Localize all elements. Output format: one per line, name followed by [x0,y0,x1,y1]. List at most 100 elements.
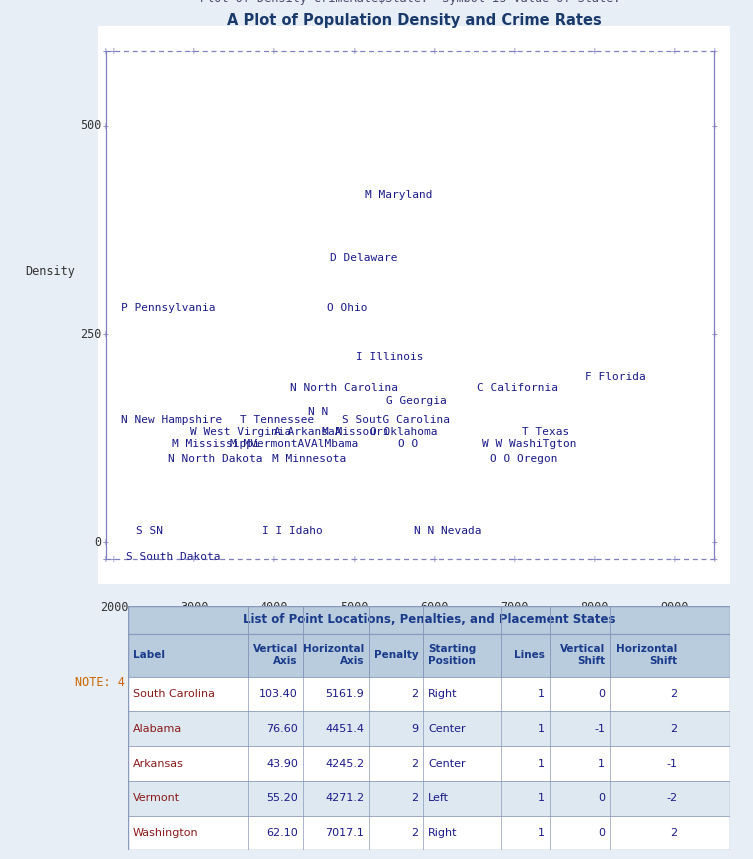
Text: 2: 2 [670,828,678,838]
Text: 43.90: 43.90 [266,758,298,769]
Text: +: + [591,46,597,56]
Text: +: + [103,46,109,56]
Text: M Missouri: M Missouri [322,428,389,437]
Text: O Ohio: O Ohio [328,303,367,314]
Text: +: + [511,554,517,564]
Text: +: + [712,46,718,56]
Text: +: + [712,554,718,564]
Text: 0: 0 [598,828,605,838]
Bar [128,816,730,850]
Text: +: + [351,46,357,56]
Text: N N Nevada: N N Nevada [414,526,482,536]
Text: +: + [103,121,109,131]
Text: Lines: Lines [514,650,545,661]
Text: O Oklahoma: O Oklahoma [370,428,437,437]
Text: Horizontal
Axis: Horizontal Axis [303,644,364,666]
Text: M Minnesota: M Minnesota [273,454,346,464]
Text: +: + [103,554,109,564]
Text: +: + [712,121,718,131]
Text: M MVermontAVAlMbama: M MVermontAVAlMbama [230,439,358,449]
Text: 2: 2 [670,689,678,699]
Text: CrimeRate: CrimeRate [378,638,442,651]
Text: +: + [672,46,677,56]
Text: 76.60: 76.60 [266,724,298,734]
Text: +: + [103,329,109,339]
Text: N New Hampshire: N New Hampshire [121,415,222,425]
Text: I Illinois: I Illinois [356,352,423,362]
Text: 2: 2 [670,724,678,734]
Text: 500: 500 [80,119,101,132]
Text: 4451.4: 4451.4 [325,724,364,734]
Text: W West Virginia: W West Virginia [190,428,291,437]
Text: +: + [712,329,718,339]
Text: Starting
Position: Starting Position [428,644,476,666]
Text: Washington: Washington [133,828,199,838]
Text: 1: 1 [538,724,545,734]
Text: +: + [103,538,109,547]
Text: D Delaware: D Delaware [330,253,398,263]
Text: Arkansas: Arkansas [133,758,184,769]
Text: -1: -1 [594,724,605,734]
Text: +: + [351,554,357,564]
Bar [128,677,730,711]
Text: South Carolina: South Carolina [133,689,215,699]
Text: +: + [431,46,437,56]
Text: 6000: 6000 [420,600,449,614]
Text: 0: 0 [598,793,605,803]
Text: F Florida: F Florida [585,372,646,381]
Text: O O Oregon: O O Oregon [490,454,558,464]
Text: I I Idaho: I I Idaho [262,526,323,536]
Text: +: + [191,554,197,564]
Text: N N: N N [308,406,328,417]
Text: T Tennessee: T Tennessee [240,415,315,425]
Text: List of Point Locations, Penalties, and Placement States: List of Point Locations, Penalties, and … [243,613,615,626]
Text: +: + [111,46,117,56]
Text: Right: Right [428,689,458,699]
Text: +: + [191,46,197,56]
Text: 5000: 5000 [340,600,368,614]
Bar [128,746,730,781]
Text: 2: 2 [411,828,419,838]
Text: -2: -2 [666,793,678,803]
Text: Vertical
Shift: Vertical Shift [560,644,605,666]
Text: 103.40: 103.40 [259,689,298,699]
Text: +: + [511,46,517,56]
Text: A ArkansaA: A ArkansaA [274,428,342,437]
Text: N North Carolina: N North Carolina [290,383,398,393]
Text: 1: 1 [538,793,545,803]
Text: O O: O O [398,439,419,449]
Text: G Georgia: G Georgia [386,396,447,405]
Text: Vermont: Vermont [133,793,180,803]
Text: Center: Center [428,724,465,734]
Text: 250: 250 [80,327,101,341]
Text: 62.10: 62.10 [266,828,298,838]
Text: T Texas: T Texas [523,428,569,437]
Text: Center: Center [428,758,465,769]
Text: Plot of Density*CrimeRate$State.  Symbol is value of State.: Plot of Density*CrimeRate$State. Symbol … [200,0,620,5]
Text: 2: 2 [411,793,419,803]
Text: 0: 0 [598,689,605,699]
Text: -1: -1 [666,758,678,769]
Text: 1: 1 [538,758,545,769]
Text: 55.20: 55.20 [266,793,298,803]
Text: NOTE: 4 label characters hidden.: NOTE: 4 label characters hidden. [75,676,303,689]
Text: 0: 0 [94,536,101,549]
Text: 7000: 7000 [500,600,529,614]
Text: M Maryland: M Maryland [365,190,433,200]
Text: Penalty: Penalty [373,650,419,661]
Text: S SoutG Carolina: S SoutG Carolina [342,415,450,425]
Text: P Pennsylvania: P Pennsylvania [121,303,215,314]
Text: 9000: 9000 [660,600,688,614]
Text: 4245.2: 4245.2 [325,758,364,769]
Text: 2000: 2000 [99,600,128,614]
Text: 4271.2: 4271.2 [325,793,364,803]
Bar [128,781,730,816]
Text: 4000: 4000 [260,600,288,614]
Text: N North Dakota: N North Dakota [169,454,263,464]
Text: 3000: 3000 [180,600,209,614]
Text: S South Dakota: S South Dakota [126,552,221,563]
Text: 1: 1 [538,828,545,838]
Text: C California: C California [477,383,558,393]
Text: +: + [672,554,677,564]
Text: +: + [111,554,117,564]
